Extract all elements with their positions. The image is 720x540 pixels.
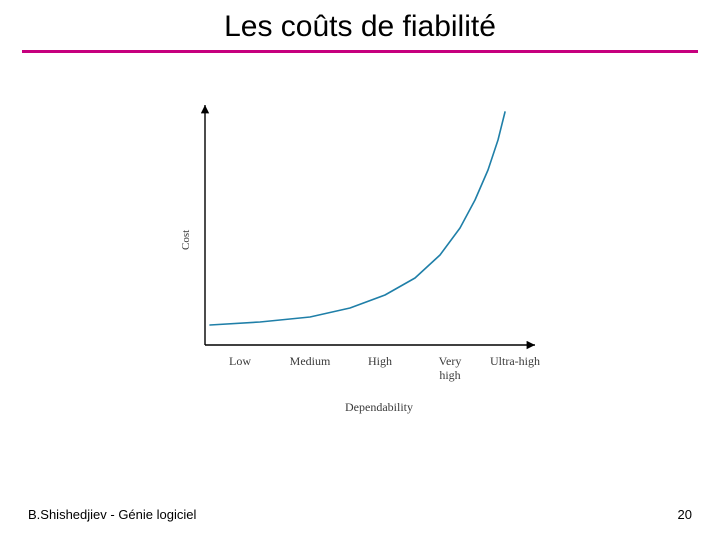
x-tick-label: Medium [280, 355, 340, 369]
y-axis-label: Cost [180, 230, 192, 250]
x-axis-title: Dependability [345, 400, 413, 415]
footer-page-number: 20 [678, 507, 692, 522]
cost-dependability-chart: Cost Low Medium High Very high Ultra-high De… [150, 100, 570, 420]
footer-author: B.Shishedjiev - Génie logiciel [28, 507, 196, 522]
x-tick-label: Ultra-high [485, 355, 545, 369]
x-tick-label: Very high [420, 355, 480, 383]
x-tick-label: Low [210, 355, 270, 369]
title-wrap: Les coûts de fiabilité [0, 10, 720, 44]
x-tick-label: High [350, 355, 410, 369]
title-underline [22, 50, 698, 53]
page-title: Les coûts de fiabilité [0, 10, 720, 44]
slide: Les coûts de fiabilité Cost Low Medium Hig… [0, 0, 720, 540]
chart-svg [150, 100, 570, 420]
